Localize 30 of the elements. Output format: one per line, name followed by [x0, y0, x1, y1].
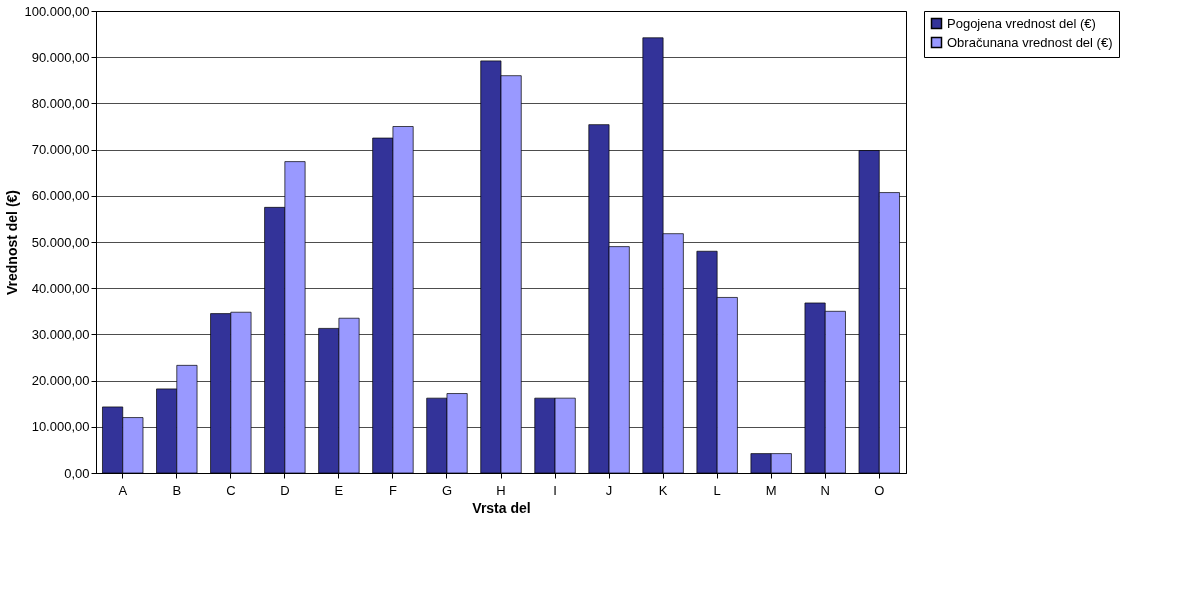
y-tick-label: 30.000,00 [31, 326, 90, 342]
x-tick-label: F [388, 482, 397, 498]
y-tick-label: 50.000,00 [31, 234, 90, 250]
y-tick-label: 100.000,00 [24, 3, 90, 19]
y-axis-title: Vrednost del (€) [4, 189, 21, 296]
x-tick-label: J [605, 482, 613, 498]
x-axis-title: Vrsta del [472, 499, 531, 516]
y-tick-label: 90.000,00 [31, 49, 90, 65]
x-tick-label: D [280, 482, 290, 498]
x-tick-label: N [820, 482, 830, 498]
x-tick-label: K [658, 482, 668, 498]
legend-label: Obračunana vrednost del (€) [947, 34, 1113, 50]
y-tick-label: 0,00 [64, 465, 90, 481]
y-tick-label: 40.000,00 [31, 280, 90, 296]
x-tick-label: O [874, 482, 885, 498]
x-tick-label: A [118, 482, 128, 498]
y-tick-label: 80.000,00 [31, 95, 90, 111]
y-tick-label: 70.000,00 [31, 142, 90, 158]
x-tick-label: E [334, 482, 344, 498]
x-tick-label: L [713, 482, 721, 498]
x-tick-label: B [172, 482, 182, 498]
x-tick-label: M [765, 482, 777, 498]
y-tick-label: 10.000,00 [31, 419, 90, 435]
legend-label: Pogojena vrednost del (€) [947, 15, 1096, 31]
x-tick-label: I [553, 482, 557, 498]
x-tick-label: H [496, 482, 506, 498]
y-tick-label: 20.000,00 [31, 373, 90, 389]
x-tick-label: C [226, 482, 236, 498]
x-tick-label: G [441, 482, 453, 498]
y-tick-label: 60.000,00 [31, 188, 90, 204]
